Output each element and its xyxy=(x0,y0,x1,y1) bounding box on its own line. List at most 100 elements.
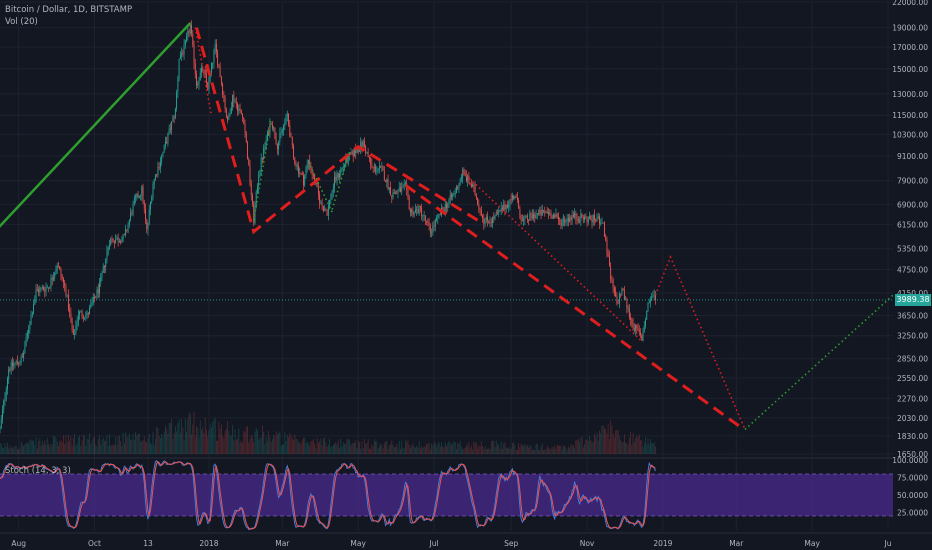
volume-bar xyxy=(620,440,622,454)
volume-bar xyxy=(465,444,467,454)
volume-bar xyxy=(235,439,237,454)
candle xyxy=(558,216,559,219)
candle xyxy=(208,77,210,90)
candle xyxy=(412,210,414,216)
candle xyxy=(592,215,594,223)
volume-bar xyxy=(115,436,117,454)
candle xyxy=(637,328,639,331)
price-tick-label: 2030.00 xyxy=(897,414,928,423)
candle xyxy=(586,216,588,223)
volume-bar xyxy=(249,438,251,454)
volume-bar xyxy=(507,447,508,454)
time-axis[interactable]: Aug Oct 13 2018 Mar May Jul Sep Nov 2019 Mar May Ju xyxy=(0,532,932,548)
volume-bar xyxy=(147,438,149,454)
volume-bar xyxy=(202,427,204,454)
candle xyxy=(126,229,128,231)
candle xyxy=(316,183,318,188)
volume-bar xyxy=(352,442,354,454)
candle xyxy=(566,218,568,222)
volume-bar xyxy=(331,445,333,454)
volume-bar xyxy=(401,440,403,454)
candle xyxy=(469,182,471,185)
stoch-legend[interactable]: Stoch (14, 3, 3) xyxy=(5,466,71,476)
candle xyxy=(550,212,552,218)
trend-line-dotted xyxy=(194,27,213,116)
volume-bar xyxy=(314,443,316,454)
volume-bar xyxy=(655,446,656,454)
volume-legend[interactable]: Vol (20) xyxy=(5,17,38,27)
volume-bar xyxy=(556,444,558,454)
volume-bar xyxy=(483,449,485,454)
candle xyxy=(132,203,134,214)
price-tick-label: 3250.00 xyxy=(897,332,928,341)
candle xyxy=(454,193,456,195)
volume-bar xyxy=(591,441,593,454)
symbol-legend[interactable]: Bitcoin / Dollar, 1D, BITSTAMP xyxy=(5,5,133,15)
candle xyxy=(623,289,625,300)
volume-bar xyxy=(618,436,620,454)
volume-bar xyxy=(82,434,84,454)
volume-bar xyxy=(55,437,57,454)
volume-bar xyxy=(387,448,389,454)
candle xyxy=(376,170,378,172)
volume-bar xyxy=(406,442,408,454)
volume-bar xyxy=(625,442,627,454)
volume-bar xyxy=(519,447,521,454)
time-tick-label: Nov xyxy=(580,539,595,548)
candle xyxy=(611,279,613,281)
candle xyxy=(298,165,299,174)
candle xyxy=(235,101,237,105)
volume-bar xyxy=(403,448,405,454)
volume-bar xyxy=(347,438,349,454)
candle xyxy=(60,269,62,276)
volume-bar xyxy=(126,437,128,454)
candle xyxy=(70,312,72,322)
volume-bar xyxy=(523,445,525,454)
stoch-pane xyxy=(0,460,893,531)
candle xyxy=(347,154,349,163)
volume-bar xyxy=(577,438,579,454)
trend-lines[interactable] xyxy=(0,22,894,431)
volume-bar xyxy=(531,450,533,454)
volume-bar xyxy=(580,437,582,454)
volume-bar xyxy=(229,436,231,454)
volume-bar xyxy=(453,441,455,454)
volume-bar xyxy=(477,448,479,454)
volume-bar xyxy=(592,442,594,454)
price-tick-label: 2270.00 xyxy=(897,394,928,403)
candle xyxy=(350,153,352,155)
volume-bar xyxy=(327,445,329,454)
candle xyxy=(155,174,156,179)
volume-bar xyxy=(510,448,512,454)
volume-bar xyxy=(432,445,434,454)
candle xyxy=(509,199,511,206)
volume-bar xyxy=(279,431,281,454)
volume-bar xyxy=(633,441,635,454)
price-tick-label: 1830.00 xyxy=(897,432,928,441)
volume-bar xyxy=(65,435,67,454)
price-axis[interactable]: 22000.00 19000.00 17000.00 15000.00 13000.00… xyxy=(892,0,932,550)
volume-bar xyxy=(497,445,498,454)
candle xyxy=(266,131,268,140)
price-tick-label: 3650.00 xyxy=(897,311,928,320)
candle xyxy=(470,184,472,187)
volume-bar xyxy=(630,431,632,454)
candle xyxy=(561,220,563,226)
candle xyxy=(55,269,57,273)
volume-bar xyxy=(193,411,195,454)
volume-bar xyxy=(626,443,628,454)
volume-bar xyxy=(607,423,609,454)
volume-bar xyxy=(543,450,544,454)
volume-bar xyxy=(414,447,416,454)
volume-bar xyxy=(150,443,151,454)
candle xyxy=(312,174,314,176)
volume-bar xyxy=(493,440,495,454)
volume-bar xyxy=(407,440,409,454)
volume-bar xyxy=(427,444,429,454)
volume-bar xyxy=(431,443,433,454)
candle xyxy=(303,175,304,186)
candle xyxy=(163,145,165,152)
candle xyxy=(463,169,465,172)
candle xyxy=(177,77,179,93)
